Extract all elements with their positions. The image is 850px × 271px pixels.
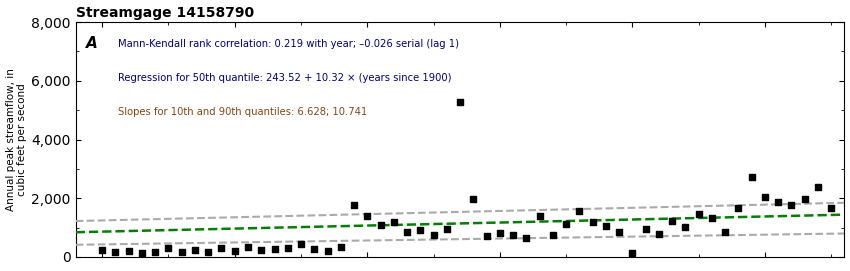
Point [427,233,440,237]
Point [308,247,321,251]
Point [732,205,745,210]
Point [586,220,599,224]
Point [387,220,400,224]
Point [348,202,361,207]
Point [573,209,586,213]
Point [612,230,626,234]
Point [798,197,812,201]
Point [785,203,798,207]
Point [626,251,639,255]
Point [811,185,824,189]
Point [135,251,149,255]
Point [453,100,467,104]
Point [718,230,732,234]
Point [201,250,215,254]
Point [360,214,374,218]
Point [559,222,573,226]
Point [479,234,493,238]
Point [413,228,427,232]
Point [519,235,533,240]
Point [507,232,520,237]
Y-axis label: Annual peak streamflow, in
cubic feet per second: Annual peak streamflow, in cubic feet pe… [6,68,27,211]
Point [758,195,772,199]
Text: Slopes for 10th and 90th quantiles: 6.628; 10.741: Slopes for 10th and 90th quantiles: 6.62… [118,107,367,117]
Point [109,250,122,254]
Point [400,230,414,234]
Point [268,246,281,251]
Point [666,218,679,223]
Text: Streamgage 14158790: Streamgage 14158790 [76,6,254,20]
Point [771,199,785,204]
Point [241,245,255,249]
Point [175,250,189,254]
Point [639,227,653,231]
Point [122,249,135,253]
Point [546,233,559,237]
Point [334,244,348,249]
Point [320,249,334,253]
Point [149,250,162,254]
Point [440,227,454,231]
Point [493,231,507,235]
Point [228,249,241,253]
Point [254,248,268,253]
Point [162,246,175,250]
Point [706,216,719,220]
Text: Mann-Kendall rank correlation: 0.219 with year; –0.026 serial (lag 1): Mann-Kendall rank correlation: 0.219 wit… [118,38,459,49]
Point [281,246,295,251]
Point [95,248,109,252]
Point [692,212,706,216]
Text: A: A [86,36,98,51]
Point [215,246,229,251]
Point [652,232,666,236]
Point [824,206,838,210]
Point [467,197,480,202]
Point [374,223,388,227]
Point [188,247,201,252]
Point [294,242,308,246]
Point [678,225,692,230]
Text: Regression for 50th quantile: 243.52 + 10.32 × (years since 1900): Regression for 50th quantile: 243.52 + 1… [118,73,451,83]
Point [533,214,547,218]
Point [745,175,758,179]
Point [599,224,613,228]
